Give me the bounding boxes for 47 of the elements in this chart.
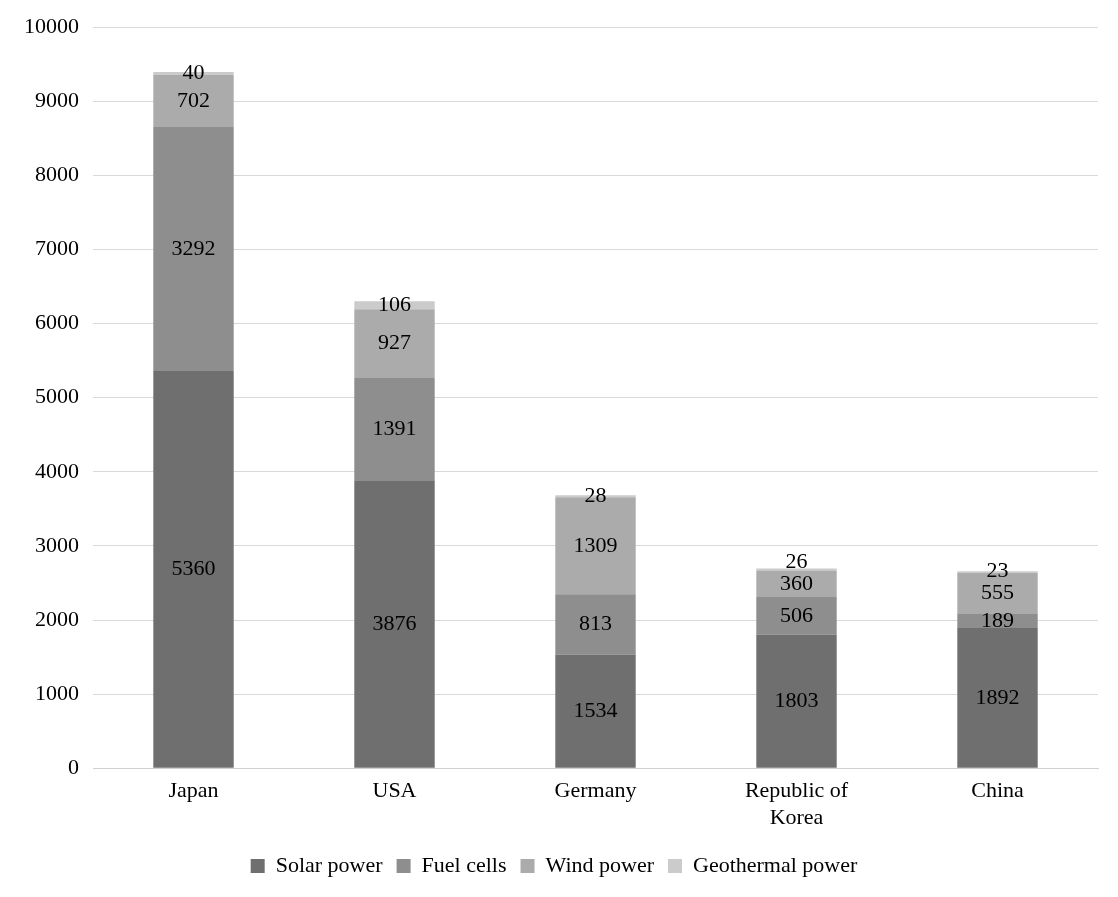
data-label: 702 [177, 86, 210, 112]
y-tick-label: 7000 [35, 235, 79, 261]
data-label: 5360 [171, 555, 216, 581]
y-tick-label: 0 [68, 753, 79, 779]
bar [756, 597, 837, 635]
x-tick-label: Japan [168, 777, 219, 803]
data-label: 3292 [171, 234, 216, 260]
y-tick-label: 2000 [35, 605, 79, 631]
bar [153, 371, 234, 768]
bar [354, 480, 435, 768]
data-label: 189 [981, 606, 1014, 632]
legend-label: Solar power [275, 851, 384, 877]
bar [354, 309, 435, 378]
y-tick-label: 4000 [35, 457, 79, 483]
bar [354, 377, 435, 481]
bar [756, 634, 837, 768]
data-label: 40 [182, 59, 205, 85]
legend-label: Geothermal power [693, 851, 858, 877]
y-tick-label: 6000 [35, 309, 79, 335]
y-tick-label: 1000 [35, 679, 79, 705]
x-tick-label: USA [372, 777, 417, 803]
bar [555, 594, 636, 655]
y-tick-label: 8000 [35, 161, 79, 187]
bar [957, 628, 1038, 768]
data-label: 1309 [573, 531, 618, 557]
y-tick-label: 9000 [35, 87, 79, 113]
data-label: 3876 [372, 610, 417, 636]
y-tick-label: 10000 [24, 12, 79, 38]
data-label: 1534 [573, 696, 618, 722]
data-label: 1892 [975, 683, 1020, 709]
x-tick-label: Germany [554, 777, 637, 803]
data-label: 506 [780, 601, 813, 627]
data-label: 106 [378, 291, 411, 317]
bar [153, 127, 234, 372]
legend-label: Wind power [545, 851, 655, 877]
bar [756, 570, 837, 598]
data-label: 28 [584, 482, 607, 508]
y-tick-label: 3000 [35, 531, 79, 557]
x-tick-label: Republic of Korea [744, 777, 849, 829]
data-label: 1803 [774, 686, 819, 712]
bar [555, 654, 636, 768]
y-tick-label: 5000 [35, 383, 79, 409]
legend-label: Fuel cells [421, 851, 507, 877]
data-label: 813 [579, 610, 612, 636]
data-label: 927 [378, 329, 411, 355]
x-tick-label: China [971, 777, 1024, 803]
data-label: 1391 [372, 415, 417, 441]
